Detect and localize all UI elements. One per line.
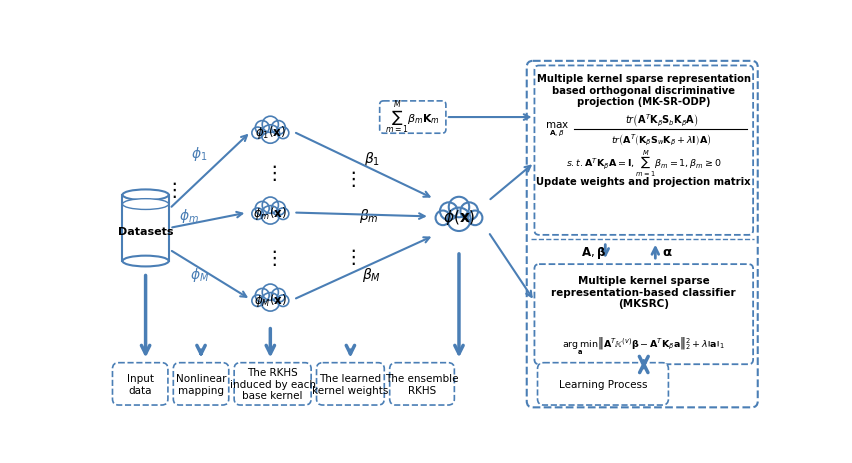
Text: $\phi_m$: $\phi_m$ — [180, 206, 199, 225]
Text: $\phi_1(\mathbf{x})$: $\phi_1(\mathbf{x})$ — [255, 124, 286, 141]
Text: Nonlinear
mapping: Nonlinear mapping — [176, 373, 227, 395]
Circle shape — [277, 295, 289, 307]
Circle shape — [272, 121, 285, 135]
Circle shape — [261, 206, 279, 225]
FancyBboxPatch shape — [112, 363, 168, 405]
Text: $tr\left(\mathbf{A}^T\mathbf{K}_\beta\mathbf{S}_b\mathbf{K}_\beta\mathbf{A}\righ: $tr\left(\mathbf{A}^T\mathbf{K}_\beta\ma… — [625, 112, 699, 128]
Circle shape — [252, 128, 263, 139]
Text: $\phi_M$: $\phi_M$ — [190, 266, 209, 283]
FancyBboxPatch shape — [534, 66, 753, 235]
Ellipse shape — [123, 190, 169, 201]
Text: $\phi_M(\mathbf{x})$: $\phi_M(\mathbf{x})$ — [254, 291, 287, 308]
Circle shape — [252, 295, 263, 307]
Text: $s.t.\mathbf{A}^T\mathbf{K}_\beta\mathbf{A}=\mathbf{I},\sum_{m=1}^{M}\beta_m=1,\: $s.t.\mathbf{A}^T\mathbf{K}_\beta\mathbf… — [566, 148, 722, 178]
Circle shape — [272, 202, 285, 216]
Text: The learned
kernel weights: The learned kernel weights — [312, 373, 389, 395]
Circle shape — [262, 198, 279, 214]
Circle shape — [449, 197, 469, 218]
FancyBboxPatch shape — [380, 102, 446, 134]
Circle shape — [256, 121, 269, 135]
Text: Multiple kernel sparse
representation-based classifier
(MKSRC): Multiple kernel sparse representation-ba… — [551, 275, 736, 308]
Text: $\underset{\mathbf{a}}{\arg\min}\left\|\mathbf{A}^T\mathbb{K}^{(v)}\mathbf{\beta: $\underset{\mathbf{a}}{\arg\min}\left\|\… — [562, 335, 725, 356]
Circle shape — [460, 203, 478, 220]
Text: $\underset{\mathbf{A},\beta}{\max}$: $\underset{\mathbf{A},\beta}{\max}$ — [545, 120, 569, 138]
FancyBboxPatch shape — [173, 363, 228, 405]
Circle shape — [277, 208, 289, 220]
Circle shape — [262, 284, 279, 300]
Text: Multiple kernel sparse representation
based orthogonal discriminative
projection: Multiple kernel sparse representation ba… — [537, 74, 751, 107]
Text: $\sum_{m=1}^{M}\beta_m\mathbf{K}_m$: $\sum_{m=1}^{M}\beta_m\mathbf{K}_m$ — [385, 99, 440, 136]
Text: Update weights and projection matrix: Update weights and projection matrix — [537, 176, 751, 187]
Circle shape — [447, 208, 470, 232]
Ellipse shape — [123, 256, 169, 267]
Text: $\phi_1$: $\phi_1$ — [192, 145, 208, 163]
Circle shape — [261, 125, 279, 144]
Circle shape — [262, 117, 279, 133]
Text: $\vdots$: $\vdots$ — [264, 248, 277, 268]
FancyBboxPatch shape — [527, 62, 757, 407]
Circle shape — [440, 203, 458, 220]
Circle shape — [435, 211, 450, 225]
Text: $\mathbf{A},\mathbf{\beta}$: $\mathbf{A},\mathbf{\beta}$ — [581, 244, 607, 260]
Circle shape — [277, 128, 289, 139]
Circle shape — [256, 289, 269, 303]
Circle shape — [261, 293, 279, 312]
Text: $\phi_m(\mathbf{x})$: $\phi_m(\mathbf{x})$ — [253, 205, 287, 222]
FancyBboxPatch shape — [389, 363, 454, 405]
Text: $\vdots$: $\vdots$ — [343, 247, 356, 267]
Circle shape — [468, 211, 482, 225]
Text: $\vdots$: $\vdots$ — [343, 169, 356, 188]
FancyBboxPatch shape — [317, 363, 384, 405]
Text: $\beta_m$: $\beta_m$ — [359, 206, 379, 225]
Text: Datasets: Datasets — [118, 226, 173, 237]
Text: $tr\left(\mathbf{A}^T\left(\mathbf{K}_\beta\mathbf{S}_w\mathbf{K}_\beta+\lambda\: $tr\left(\mathbf{A}^T\left(\mathbf{K}_\b… — [611, 132, 711, 148]
Text: $\mathbf{\alpha}$: $\mathbf{\alpha}$ — [662, 246, 672, 259]
Text: $\beta_M$: $\beta_M$ — [362, 266, 382, 283]
Bar — [123, 195, 169, 262]
Circle shape — [256, 202, 269, 216]
Text: $\vdots$: $\vdots$ — [164, 180, 176, 200]
Text: $\phi(\mathbf{x})$: $\phi(\mathbf{x})$ — [443, 207, 475, 226]
Text: $\vdots$: $\vdots$ — [264, 163, 277, 183]
Ellipse shape — [123, 199, 169, 210]
Text: The RKHS
induced by each
base kernel: The RKHS induced by each base kernel — [230, 368, 315, 400]
FancyBboxPatch shape — [538, 363, 669, 405]
Circle shape — [272, 289, 285, 303]
Circle shape — [252, 208, 263, 220]
Text: Learning Process: Learning Process — [559, 379, 648, 389]
Text: $\beta_1$: $\beta_1$ — [364, 150, 380, 168]
FancyBboxPatch shape — [234, 363, 311, 405]
FancyBboxPatch shape — [534, 264, 753, 364]
Text: The ensemble
RKHS: The ensemble RKHS — [385, 373, 458, 395]
Text: Input
data: Input data — [127, 373, 153, 395]
